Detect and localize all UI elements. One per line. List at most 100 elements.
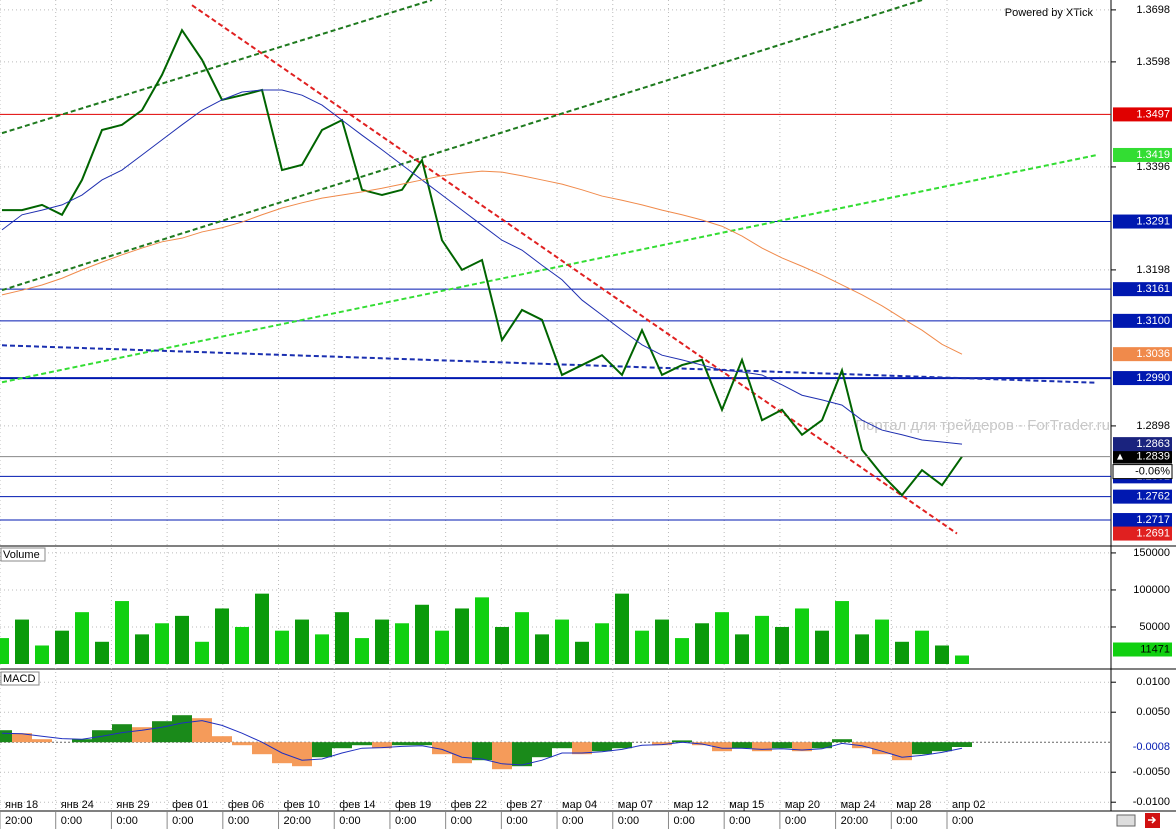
macd-bar <box>732 742 752 749</box>
macd-bar <box>552 742 572 749</box>
powered-by: Powered by XTick <box>1005 7 1094 19</box>
toolbar-button[interactable] <box>1116 814 1136 827</box>
volume-bar <box>515 612 529 664</box>
watermark: Портал для трейдеров - ForTrader.ru <box>855 417 1110 434</box>
volume-bar <box>475 597 489 664</box>
macd-bar <box>232 742 252 746</box>
ma-label-box <box>1113 347 1172 362</box>
panel-title-box <box>0 671 40 686</box>
y-tick-label: 0.0050 <box>1136 706 1170 718</box>
current-price-label: 1.2839 <box>1136 450 1170 462</box>
y-tick-label: 1.3598 <box>1136 56 1170 68</box>
trend-label: 1.2691 <box>1136 527 1170 539</box>
macd-bar <box>952 742 972 747</box>
level-label-box <box>1113 313 1172 328</box>
macd-bar <box>212 736 232 743</box>
volume-bar <box>755 615 769 664</box>
trend-label: 1.3419 <box>1136 149 1170 161</box>
trend-label-box <box>1113 147 1172 162</box>
ma-label-box <box>1113 437 1172 452</box>
volume-bar <box>75 612 89 664</box>
x-tick-time: 0:00 <box>896 815 917 827</box>
x-tick-date: фев 06 <box>228 799 264 811</box>
y-tick-label: 1.3396 <box>1136 161 1170 173</box>
macd-bar <box>192 718 212 743</box>
volume-bar <box>95 641 109 664</box>
panel-title-box <box>0 547 46 562</box>
x-tick-time: 0:00 <box>785 815 806 827</box>
volume-bar <box>955 655 969 664</box>
level-label: 1.2717 <box>1136 514 1170 526</box>
volume-bar <box>455 608 469 664</box>
level-label: 1.3291 <box>1136 215 1170 227</box>
x-tick-date: мар 20 <box>785 799 820 811</box>
volume-bar <box>815 630 829 664</box>
volume-bar <box>355 638 369 664</box>
volume-bar <box>155 623 169 664</box>
moving-average <box>1 89 963 445</box>
macd-bar <box>172 715 192 743</box>
macd-bar <box>312 742 332 758</box>
volume-bar <box>855 634 869 664</box>
macd-bar <box>932 742 952 752</box>
volume-bar <box>315 634 329 664</box>
trend-label-box <box>1113 526 1172 541</box>
macd-last-label-box <box>1113 740 1172 754</box>
level-label-box <box>1113 513 1172 528</box>
volume-bar <box>235 626 249 664</box>
level-label-box <box>1113 489 1172 504</box>
y-tick-label: -0.0050 <box>1133 766 1170 778</box>
trendline <box>191 4 958 535</box>
x-tick-date: фев 01 <box>172 799 208 811</box>
x-tick-date: янв 18 <box>5 799 38 811</box>
macd-bar <box>492 742 512 770</box>
volume-bar <box>35 645 49 664</box>
macd-bar <box>572 742 592 755</box>
volume-bar <box>635 630 649 664</box>
volume-bar <box>0 638 9 664</box>
y-tick-label: 0.0100 <box>1136 676 1170 688</box>
price-line <box>2 28 963 497</box>
macd-bar <box>772 742 792 749</box>
volume-bar <box>395 623 409 664</box>
volume-bar <box>375 619 389 664</box>
level-label-box <box>1113 371 1172 386</box>
macd-bar <box>532 742 552 758</box>
macd-bar <box>472 742 492 761</box>
macd-bar <box>512 742 532 767</box>
x-tick-date: фев 10 <box>284 799 320 811</box>
macd-bar <box>852 742 872 749</box>
x-tick-date: мар 28 <box>896 799 931 811</box>
ma-label: 1.3036 <box>1136 348 1170 360</box>
volume-bar <box>695 623 709 664</box>
x-tick-time: 0:00 <box>172 815 193 827</box>
macd-bar <box>352 742 372 746</box>
y-tick-label: 50000 <box>1139 621 1170 633</box>
panel-title: MACD <box>3 673 35 685</box>
up-marker <box>1117 453 1123 460</box>
macd-bar <box>792 742 812 752</box>
volume-bar <box>195 641 209 664</box>
x-tick-date: фев 19 <box>395 799 431 811</box>
x-tick-date: мар 24 <box>841 799 876 811</box>
volume-bar <box>675 638 689 664</box>
volume-bar <box>555 619 569 664</box>
volume-bar <box>595 623 609 664</box>
x-tick-time: 20:00 <box>5 815 33 827</box>
macd-bar <box>672 740 692 743</box>
macd-bar <box>652 742 672 746</box>
x-tick-date: мар 04 <box>562 799 597 811</box>
level-label-box <box>1113 214 1172 229</box>
macd-bar <box>332 742 352 749</box>
macd-bar <box>832 739 852 743</box>
x-tick-date: апр 02 <box>952 799 985 811</box>
panel-title: Volume <box>3 549 40 561</box>
volume-bar <box>735 634 749 664</box>
volume-bar <box>655 619 669 664</box>
macd-bar <box>912 742 932 755</box>
macd-bar <box>752 742 772 752</box>
volume-bar <box>275 630 289 664</box>
trendline <box>1 344 1098 384</box>
x-tick-date: янв 24 <box>61 799 94 811</box>
